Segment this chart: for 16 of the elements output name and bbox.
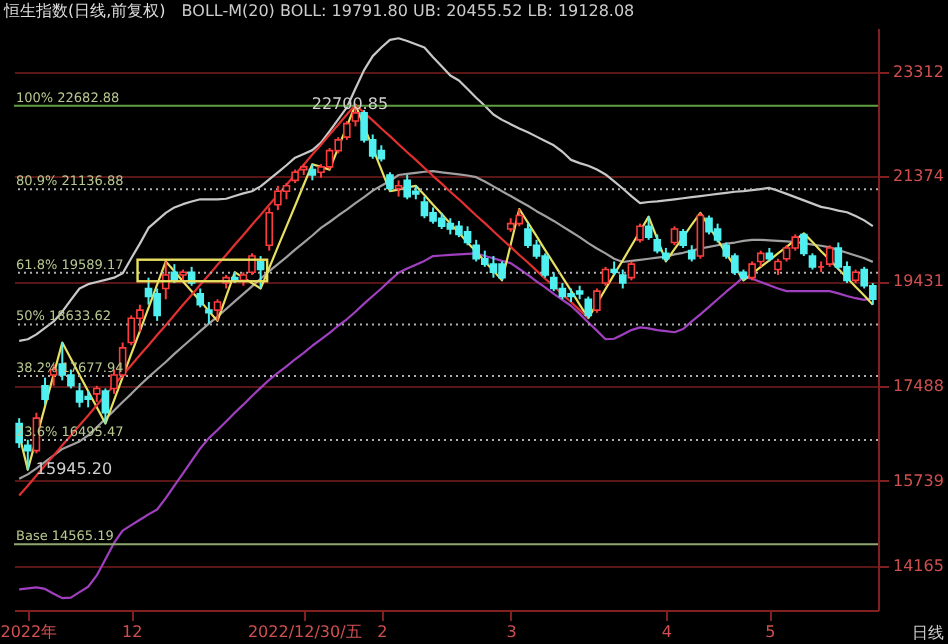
x-tick-label: 2 xyxy=(377,623,388,641)
y-tick-label: 21374 xyxy=(893,167,944,186)
x-tick-label: 2022/12/30/五 xyxy=(247,623,362,641)
x-tick-label: 5 xyxy=(765,623,776,641)
y-tick-label: 15739 xyxy=(893,471,944,490)
y-tick-label: 17488 xyxy=(893,377,944,396)
x-tick-label: 12 xyxy=(122,623,143,641)
chart-title: 恒生指数(日线,前复权) xyxy=(4,2,166,20)
x-tick-label: 2022年 xyxy=(0,623,58,641)
text: 日线 xyxy=(912,622,944,644)
y-tick-label: 19431 xyxy=(893,272,944,291)
y-tick-label: 14165 xyxy=(893,556,944,575)
y-tick-label: 23312 xyxy=(893,62,944,81)
x-tick-label: 3 xyxy=(506,623,517,641)
chart-subtitle: BOLL-M(20) BOLL: 19791.80 UB: 20455.52 LB: 19128.08 xyxy=(181,2,635,20)
x-tick-label: 4 xyxy=(661,623,672,641)
